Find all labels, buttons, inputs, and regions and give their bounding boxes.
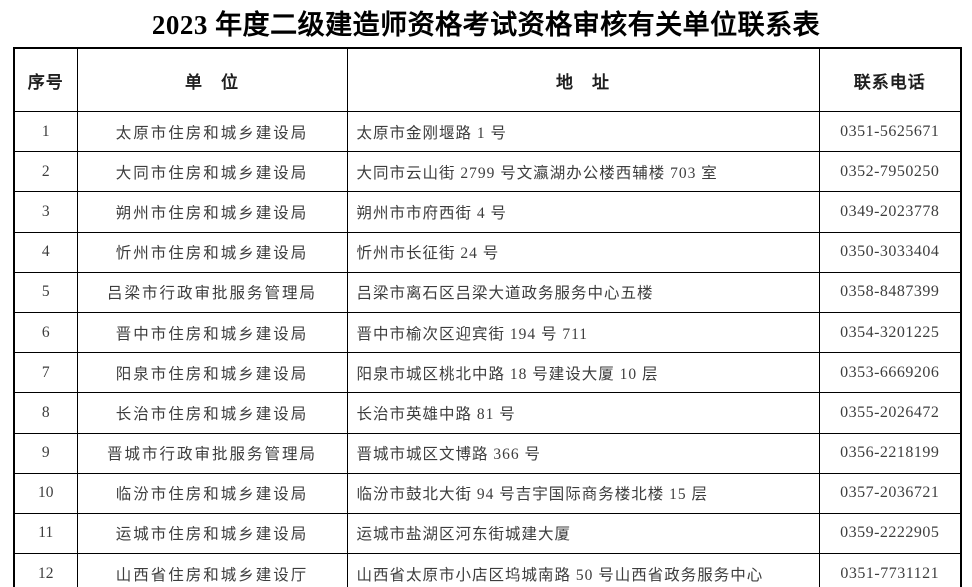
serial-number-cell: 2: [13, 151, 78, 193]
address-cell: 大同市云山街 2799 号文瀛湖办公楼西辅楼 703 室: [346, 151, 820, 193]
serial-number-cell: 7: [13, 352, 78, 394]
address-cell: 太原市金刚堰路 1 号: [346, 110, 820, 153]
serial-number-cell: 3: [13, 191, 78, 233]
header-address: 地 址: [346, 47, 820, 112]
table-row: 9 晋城市行政审批服务管理局 晋城市城区文博路 366 号 0356-2218199: [13, 432, 962, 474]
table-row: 4 忻州市住房和城乡建设局 忻州市长征街 24 号 0350-3033404: [13, 231, 962, 273]
unit-cell: 长治市住房和城乡建设局: [76, 392, 348, 434]
serial-number-cell: 10: [13, 472, 78, 514]
phone-cell: 0358-8487399: [818, 271, 962, 313]
table-row: 3 朔州市住房和城乡建设局 朔州市市府西街 4 号 0349-2023778: [13, 191, 962, 233]
phone-cell: 0352-7950250: [818, 151, 962, 193]
address-cell: 山西省太原市小店区坞城南路 50 号山西省政务服务中心: [346, 553, 820, 587]
phone-cell: 0355-2026472: [818, 392, 962, 434]
serial-number-cell: 11: [13, 512, 78, 555]
table-row: 2 大同市住房和城乡建设局 大同市云山街 2799 号文瀛湖办公楼西辅楼 703 室…: [13, 151, 962, 193]
serial-number-cell: 1: [13, 110, 78, 153]
unit-cell: 太原市住房和城乡建设局: [76, 110, 348, 153]
unit-cell: 朔州市住房和城乡建设局: [76, 191, 348, 233]
header-row: 序号 单 位 地 址 联系电话: [13, 47, 962, 112]
address-cell: 晋城市城区文博路 366 号: [346, 432, 820, 474]
page-title: 2023 年度二级建造师资格考试资格审核有关单位联系表: [151, 10, 821, 40]
unit-cell: 运城市住房和城乡建设局: [76, 512, 348, 555]
phone-cell: 0351-5625671: [818, 110, 962, 153]
table-body: 1 太原市住房和城乡建设局 太原市金刚堰路 1 号 0351-5625671 2 大同市住…: [13, 110, 962, 587]
phone-cell: 0354-3201225: [818, 311, 962, 354]
unit-cell: 忻州市住房和城乡建设局: [76, 231, 348, 273]
phone-cell: 0350-3033404: [818, 231, 962, 273]
table-row: 1 太原市住房和城乡建设局 太原市金刚堰路 1 号 0351-5625671: [13, 110, 962, 153]
unit-cell: 晋中市住房和城乡建设局: [76, 311, 348, 354]
phone-cell: 0353-6669206: [818, 352, 962, 394]
unit-cell: 晋城市行政审批服务管理局: [76, 432, 348, 474]
serial-number-cell: 4: [13, 231, 78, 273]
header-phone: 联系电话: [818, 47, 962, 112]
address-cell: 阳泉市城区桃北中路 18 号建设大厦 10 层: [346, 352, 820, 394]
phone-cell: 0359-2222905: [818, 512, 962, 555]
table-row: 6 晋中市住房和城乡建设局 晋中市榆次区迎宾街 194 号 711 0354-3201…: [13, 311, 962, 354]
unit-cell: 吕梁市行政审批服务管理局: [76, 271, 348, 313]
address-cell: 朔州市市府西街 4 号: [346, 191, 820, 233]
address-cell: 吕梁市离石区吕梁大道政务服务中心五楼: [346, 271, 820, 313]
unit-cell: 临汾市住房和城乡建设局: [76, 472, 348, 514]
table-row: 11 运城市住房和城乡建设局 运城市盐湖区河东街城建大厦 0359-2222905: [13, 512, 962, 555]
serial-number-cell: 8: [13, 392, 78, 434]
serial-number-cell: 6: [13, 311, 78, 354]
header-serial-number: 序号: [13, 47, 78, 112]
unit-cell: 大同市住房和城乡建设局: [76, 151, 348, 193]
phone-cell: 0356-2218199: [818, 432, 962, 474]
unit-cell: 山西省住房和城乡建设厅: [76, 553, 348, 587]
table-header: 序号 单 位 地 址 联系电话: [13, 47, 962, 112]
table-row: 5 吕梁市行政审批服务管理局 吕梁市离石区吕梁大道政务服务中心五楼 0358-8487…: [13, 271, 962, 313]
table-row: 8 长治市住房和城乡建设局 长治市英雄中路 81 号 0355-2026472: [13, 392, 962, 434]
serial-number-cell: 5: [13, 271, 78, 313]
phone-cell: 0349-2023778: [818, 191, 962, 233]
address-cell: 长治市英雄中路 81 号: [346, 392, 820, 434]
serial-number-cell: 9: [13, 432, 78, 474]
phone-cell: 0357-2036721: [818, 472, 962, 514]
unit-cell: 阳泉市住房和城乡建设局: [76, 352, 348, 394]
table-row: 12 山西省住房和城乡建设厅 山西省太原市小店区坞城南路 50 号山西省政务服务中心…: [13, 553, 962, 587]
header-unit: 单 位: [76, 47, 348, 112]
phone-cell: 0351-7731121: [818, 553, 962, 587]
address-cell: 忻州市长征街 24 号: [346, 231, 820, 273]
serial-number-cell: 12: [13, 553, 78, 587]
address-cell: 临汾市鼓北大街 94 号吉宇国际商务楼北楼 15 层: [346, 472, 820, 514]
address-cell: 晋中市榆次区迎宾街 194 号 711: [346, 311, 820, 354]
table-row: 7 阳泉市住房和城乡建设局 阳泉市城区桃北中路 18 号建设大厦 10 层 0353-…: [13, 352, 962, 394]
address-cell: 运城市盐湖区河东街城建大厦: [346, 512, 820, 555]
